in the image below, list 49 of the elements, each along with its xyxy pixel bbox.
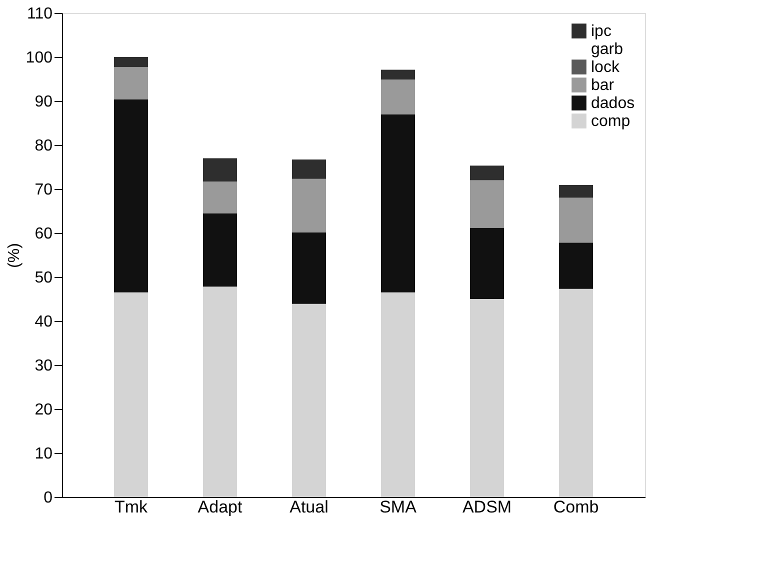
legend-label: lock	[591, 59, 620, 76]
bar	[292, 232, 326, 304]
y-tick-label: 50	[34, 270, 53, 286]
bar	[292, 178, 326, 233]
bar	[114, 67, 148, 100]
bar	[292, 304, 326, 497]
bar	[559, 288, 594, 497]
bar	[114, 57, 148, 68]
bar	[202, 213, 237, 287]
bar	[381, 79, 416, 114]
text: garb	[591, 41, 624, 58]
x-tick-label: Atual	[290, 498, 328, 516]
bar	[559, 242, 594, 289]
bar	[470, 180, 504, 228]
bar	[381, 114, 416, 292]
y-tick-label: 100	[26, 50, 53, 66]
y-tick-label: 40	[34, 314, 53, 330]
x-tick-label: ADSM	[462, 498, 512, 516]
bar	[292, 160, 326, 179]
legend-label: ipc	[591, 23, 612, 40]
bar	[114, 99, 148, 292]
y-axis-title: (%)	[6, 243, 23, 268]
y-tick-label: 90	[34, 94, 53, 110]
y-tick-label: 0	[44, 490, 53, 506]
y-tick-label: 70	[34, 182, 53, 198]
legend-label: comp	[591, 113, 630, 130]
bar	[470, 299, 504, 497]
bar	[202, 158, 237, 182]
y-tick-label: 110	[26, 6, 53, 22]
y-tick-label: 30	[34, 358, 53, 374]
legend-label: bar	[591, 77, 615, 94]
x-tick-label: Tmk	[114, 498, 148, 516]
bar	[381, 292, 416, 497]
bar	[470, 228, 504, 299]
x-tick-label: Comb	[553, 498, 599, 516]
y-tick-label: 10	[34, 446, 53, 462]
legend-label: dados	[591, 95, 635, 112]
bar	[559, 185, 594, 198]
bar	[114, 292, 148, 497]
bar	[202, 286, 237, 497]
x-tick-label: SMA	[380, 498, 418, 516]
bar	[470, 166, 504, 180]
bar	[381, 70, 416, 80]
y-tick-label: 60	[34, 226, 53, 242]
y-tick-label: 80	[34, 138, 53, 154]
bar	[559, 198, 594, 243]
x-tick-label: Adapt	[198, 498, 242, 516]
bar	[202, 182, 237, 214]
y-tick-label: 20	[34, 402, 53, 418]
